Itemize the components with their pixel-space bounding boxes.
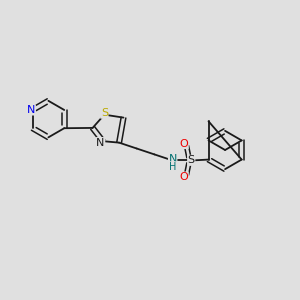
Text: S: S: [101, 108, 108, 118]
Text: O: O: [179, 172, 188, 182]
Text: H: H: [169, 162, 177, 172]
Text: N: N: [27, 105, 35, 115]
Text: N: N: [169, 154, 177, 164]
Text: O: O: [179, 139, 188, 148]
Text: N: N: [96, 138, 105, 148]
Text: S: S: [188, 155, 195, 165]
